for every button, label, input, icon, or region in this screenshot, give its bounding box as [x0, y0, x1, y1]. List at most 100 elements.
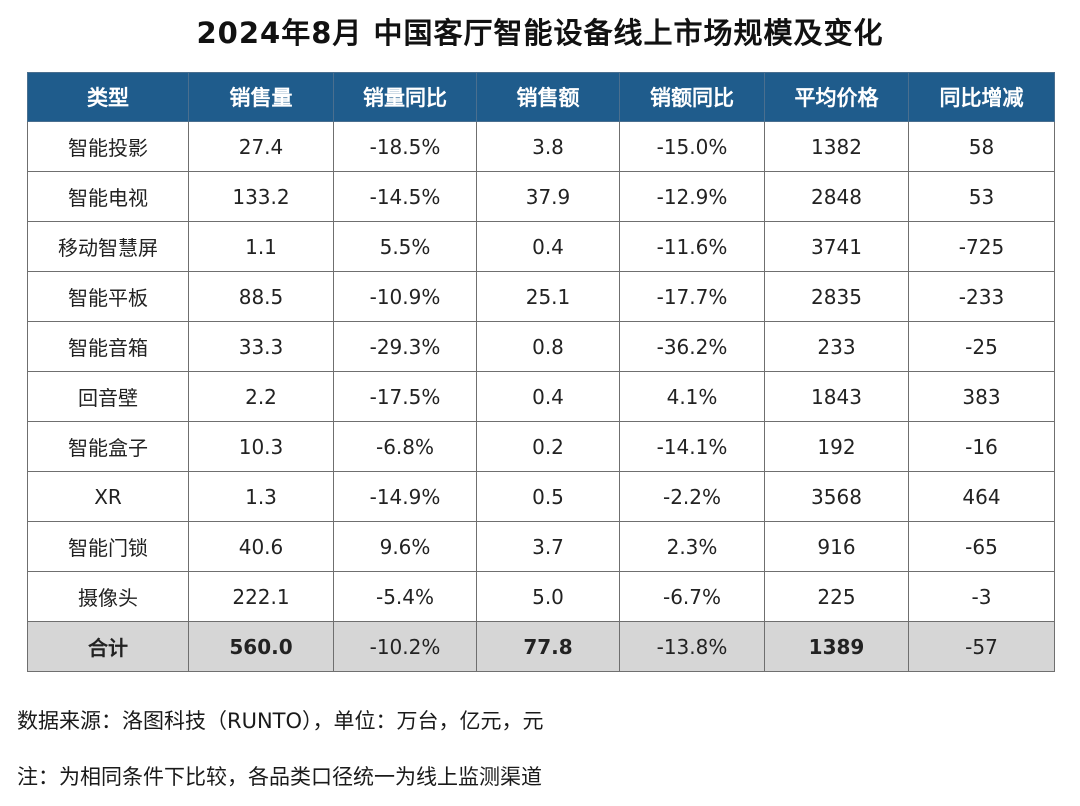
table-row: XR 1.3 -14.9% 0.5 -2.2% 3568 464: [27, 471, 1055, 522]
cell-sales: 25.1: [476, 271, 620, 322]
cell-price-change: -3: [908, 571, 1055, 622]
cell-volume: 560.0: [188, 621, 334, 672]
cell-volume-yoy: -10.2%: [333, 621, 477, 672]
cell-volume-yoy: -5.4%: [333, 571, 477, 622]
cell-avg-price: 1843: [764, 371, 909, 422]
cell-type: 智能门锁: [27, 521, 189, 572]
cell-volume: 33.3: [188, 321, 334, 372]
cell-avg-price: 1382: [764, 121, 909, 172]
cell-sales-yoy: 2.3%: [619, 521, 765, 572]
cell-type: 移动智慧屏: [27, 221, 189, 272]
table-body: 智能投影 27.4 -18.5% 3.8 -15.0% 1382 58 智能电视 133.2 -1…: [27, 121, 1055, 672]
cell-sales-yoy: -17.7%: [619, 271, 765, 322]
col-header-type: 类型: [27, 72, 189, 122]
cell-sales-yoy: -12.9%: [619, 171, 765, 222]
cell-sales: 3.7: [476, 521, 620, 572]
cell-volume-yoy: -6.8%: [333, 421, 477, 472]
cell-volume-yoy: -14.5%: [333, 171, 477, 222]
cell-avg-price: 192: [764, 421, 909, 472]
cell-sales-yoy: -36.2%: [619, 321, 765, 372]
cell-volume-yoy: -10.9%: [333, 271, 477, 322]
col-header-sales: 销售额: [476, 72, 620, 122]
cell-volume: 1.3: [188, 471, 334, 522]
cell-type: 智能平板: [27, 271, 189, 322]
table-row: 智能平板 88.5 -10.9% 25.1 -17.7% 2835 -233: [27, 271, 1055, 322]
cell-sales: 0.2: [476, 421, 620, 472]
cell-price-change: 53: [908, 171, 1055, 222]
table-row: 智能音箱 33.3 -29.3% 0.8 -36.2% 233 -25: [27, 321, 1055, 372]
cell-price-change: -233: [908, 271, 1055, 322]
col-header-avg-price: 平均价格: [764, 72, 909, 122]
cell-volume: 133.2: [188, 171, 334, 222]
cell-sales: 0.4: [476, 371, 620, 422]
cell-avg-price: 1389: [764, 621, 909, 672]
cell-type: 合计: [27, 621, 189, 672]
cell-type: 智能音箱: [27, 321, 189, 372]
col-header-volume-yoy: 销量同比: [333, 72, 477, 122]
cell-price-change: -16: [908, 421, 1055, 472]
cell-price-change: -57: [908, 621, 1055, 672]
cell-price-change: -65: [908, 521, 1055, 572]
cell-volume-yoy: 9.6%: [333, 521, 477, 572]
cell-volume-yoy: -14.9%: [333, 471, 477, 522]
table-row: 智能投影 27.4 -18.5% 3.8 -15.0% 1382 58: [27, 121, 1055, 172]
table-row: 智能电视 133.2 -14.5% 37.9 -12.9% 2848 53: [27, 171, 1055, 222]
cell-price-change: 58: [908, 121, 1055, 172]
cell-avg-price: 3741: [764, 221, 909, 272]
cell-volume: 222.1: [188, 571, 334, 622]
cell-sales: 77.8: [476, 621, 620, 672]
cell-sales-yoy: -6.7%: [619, 571, 765, 622]
data-source-note: 数据来源：洛图科技（RUNTO），单位：万台，亿元，元: [17, 709, 544, 733]
data-table: 类型 销售量 销量同比 销售额 销额同比 平均价格 同比增减 智能投影 27.4-…: [27, 72, 1055, 672]
cell-volume-yoy: -29.3%: [333, 321, 477, 372]
cell-volume-yoy: -17.5%: [333, 371, 477, 422]
cell-sales: 0.4: [476, 221, 620, 272]
cell-sales: 0.8: [476, 321, 620, 372]
cell-avg-price: 3568: [764, 471, 909, 522]
cell-type: 回音壁: [27, 371, 189, 422]
cell-type: 摄像头: [27, 571, 189, 622]
table-row: 摄像头 222.1 -5.4% 5.0 -6.7% 225 -3: [27, 571, 1055, 622]
cell-type: 智能投影: [27, 121, 189, 172]
table-row: 移动智慧屏 1.1 5.5% 0.4 -11.6% 3741 -725: [27, 221, 1055, 272]
cell-avg-price: 2848: [764, 171, 909, 222]
cell-volume-yoy: -18.5%: [333, 121, 477, 172]
cell-type: XR: [27, 471, 189, 522]
col-header-price-change: 同比增减: [908, 72, 1055, 122]
cell-price-change: -25: [908, 321, 1055, 372]
cell-sales-yoy: -2.2%: [619, 471, 765, 522]
col-header-sales-yoy: 销额同比: [619, 72, 765, 122]
cell-sales-yoy: 4.1%: [619, 371, 765, 422]
comparison-note: 注：为相同条件下比较，各品类口径统一为线上监测渠道: [17, 765, 542, 789]
cell-volume: 27.4: [188, 121, 334, 172]
col-header-volume: 销售量: [188, 72, 334, 122]
cell-sales: 3.8: [476, 121, 620, 172]
cell-type: 智能电视: [27, 171, 189, 222]
cell-price-change: 464: [908, 471, 1055, 522]
cell-avg-price: 233: [764, 321, 909, 372]
cell-sales-yoy: -15.0%: [619, 121, 765, 172]
cell-avg-price: 916: [764, 521, 909, 572]
cell-type: 智能盒子: [27, 421, 189, 472]
cell-avg-price: 2835: [764, 271, 909, 322]
cell-sales-yoy: -13.8%: [619, 621, 765, 672]
table-row: 回音壁 2.2 -17.5% 0.4 4.1% 1843 383: [27, 371, 1055, 422]
cell-sales: 37.9: [476, 171, 620, 222]
cell-sales-yoy: -11.6%: [619, 221, 765, 272]
cell-price-change: -725: [908, 221, 1055, 272]
cell-avg-price: 225: [764, 571, 909, 622]
cell-volume: 88.5: [188, 271, 334, 322]
cell-volume-yoy: 5.5%: [333, 221, 477, 272]
header-row: 类型 销售量 销量同比 销售额 销额同比 平均价格 同比增减: [27, 72, 1055, 122]
cell-volume: 2.2: [188, 371, 334, 422]
total-row: 合计 560.0 -10.2% 77.8 -13.8% 1389 -57: [27, 621, 1055, 672]
cell-sales-yoy: -14.1%: [619, 421, 765, 472]
cell-volume: 1.1: [188, 221, 334, 272]
cell-volume: 10.3: [188, 421, 334, 472]
chart-title: 2024年8月 中国客厅智能设备线上市场规模及变化: [196, 16, 884, 50]
table-row: 智能门锁 40.6 9.6% 3.7 2.3% 916 -65: [27, 521, 1055, 572]
cell-price-change: 383: [908, 371, 1055, 422]
cell-volume: 40.6: [188, 521, 334, 572]
cell-sales: 5.0: [476, 571, 620, 622]
cell-sales: 0.5: [476, 471, 620, 522]
